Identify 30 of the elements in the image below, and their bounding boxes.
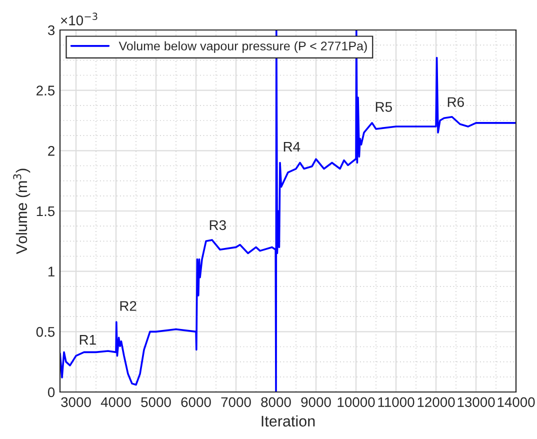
x-tick-label: 3000: [61, 397, 91, 408]
annotation: R4: [284, 142, 300, 152]
x-tick-label: 7000: [221, 397, 251, 408]
line-series: [60, 30, 516, 392]
y-tick-label: 2.5: [36, 86, 55, 96]
x-axis-title: Iteration: [262, 415, 315, 427]
legend-label: Volume below vapour pressure (P < 2771Pa): [118, 41, 367, 53]
x-tick-label: 6000: [181, 397, 211, 408]
annotation: R1: [80, 335, 96, 345]
y-axis-title: Volume (m$^{3}$): [13, 168, 30, 254]
y-tick-label: 1.5: [36, 206, 55, 216]
text: ×10$^{−3}$: [60, 12, 98, 26]
x-tick-label: 11000: [378, 397, 414, 408]
annotation: R2: [120, 301, 136, 311]
x-tick-label: 8000: [261, 397, 291, 408]
x-tick-label: 13000: [458, 397, 495, 408]
x-tick-label: 10000: [338, 397, 375, 408]
x-tick-label: 12000: [418, 397, 455, 408]
x-tick-label: 4000: [100, 397, 131, 408]
annotation: R3: [210, 220, 226, 230]
annotation: R5: [376, 102, 392, 112]
x-tick-label: 14000: [498, 397, 535, 408]
y-tick-label: 2: [48, 146, 54, 156]
annotation: R6: [448, 97, 464, 108]
x-tick-label: 5000: [141, 397, 171, 408]
y-tick-label: 0: [48, 387, 55, 398]
y-tick-label: 0.5: [36, 327, 55, 337]
x-tick-label: 9000: [301, 397, 331, 408]
y-tick-label: 3: [48, 25, 55, 36]
y-tick-label: 1: [48, 266, 54, 276]
